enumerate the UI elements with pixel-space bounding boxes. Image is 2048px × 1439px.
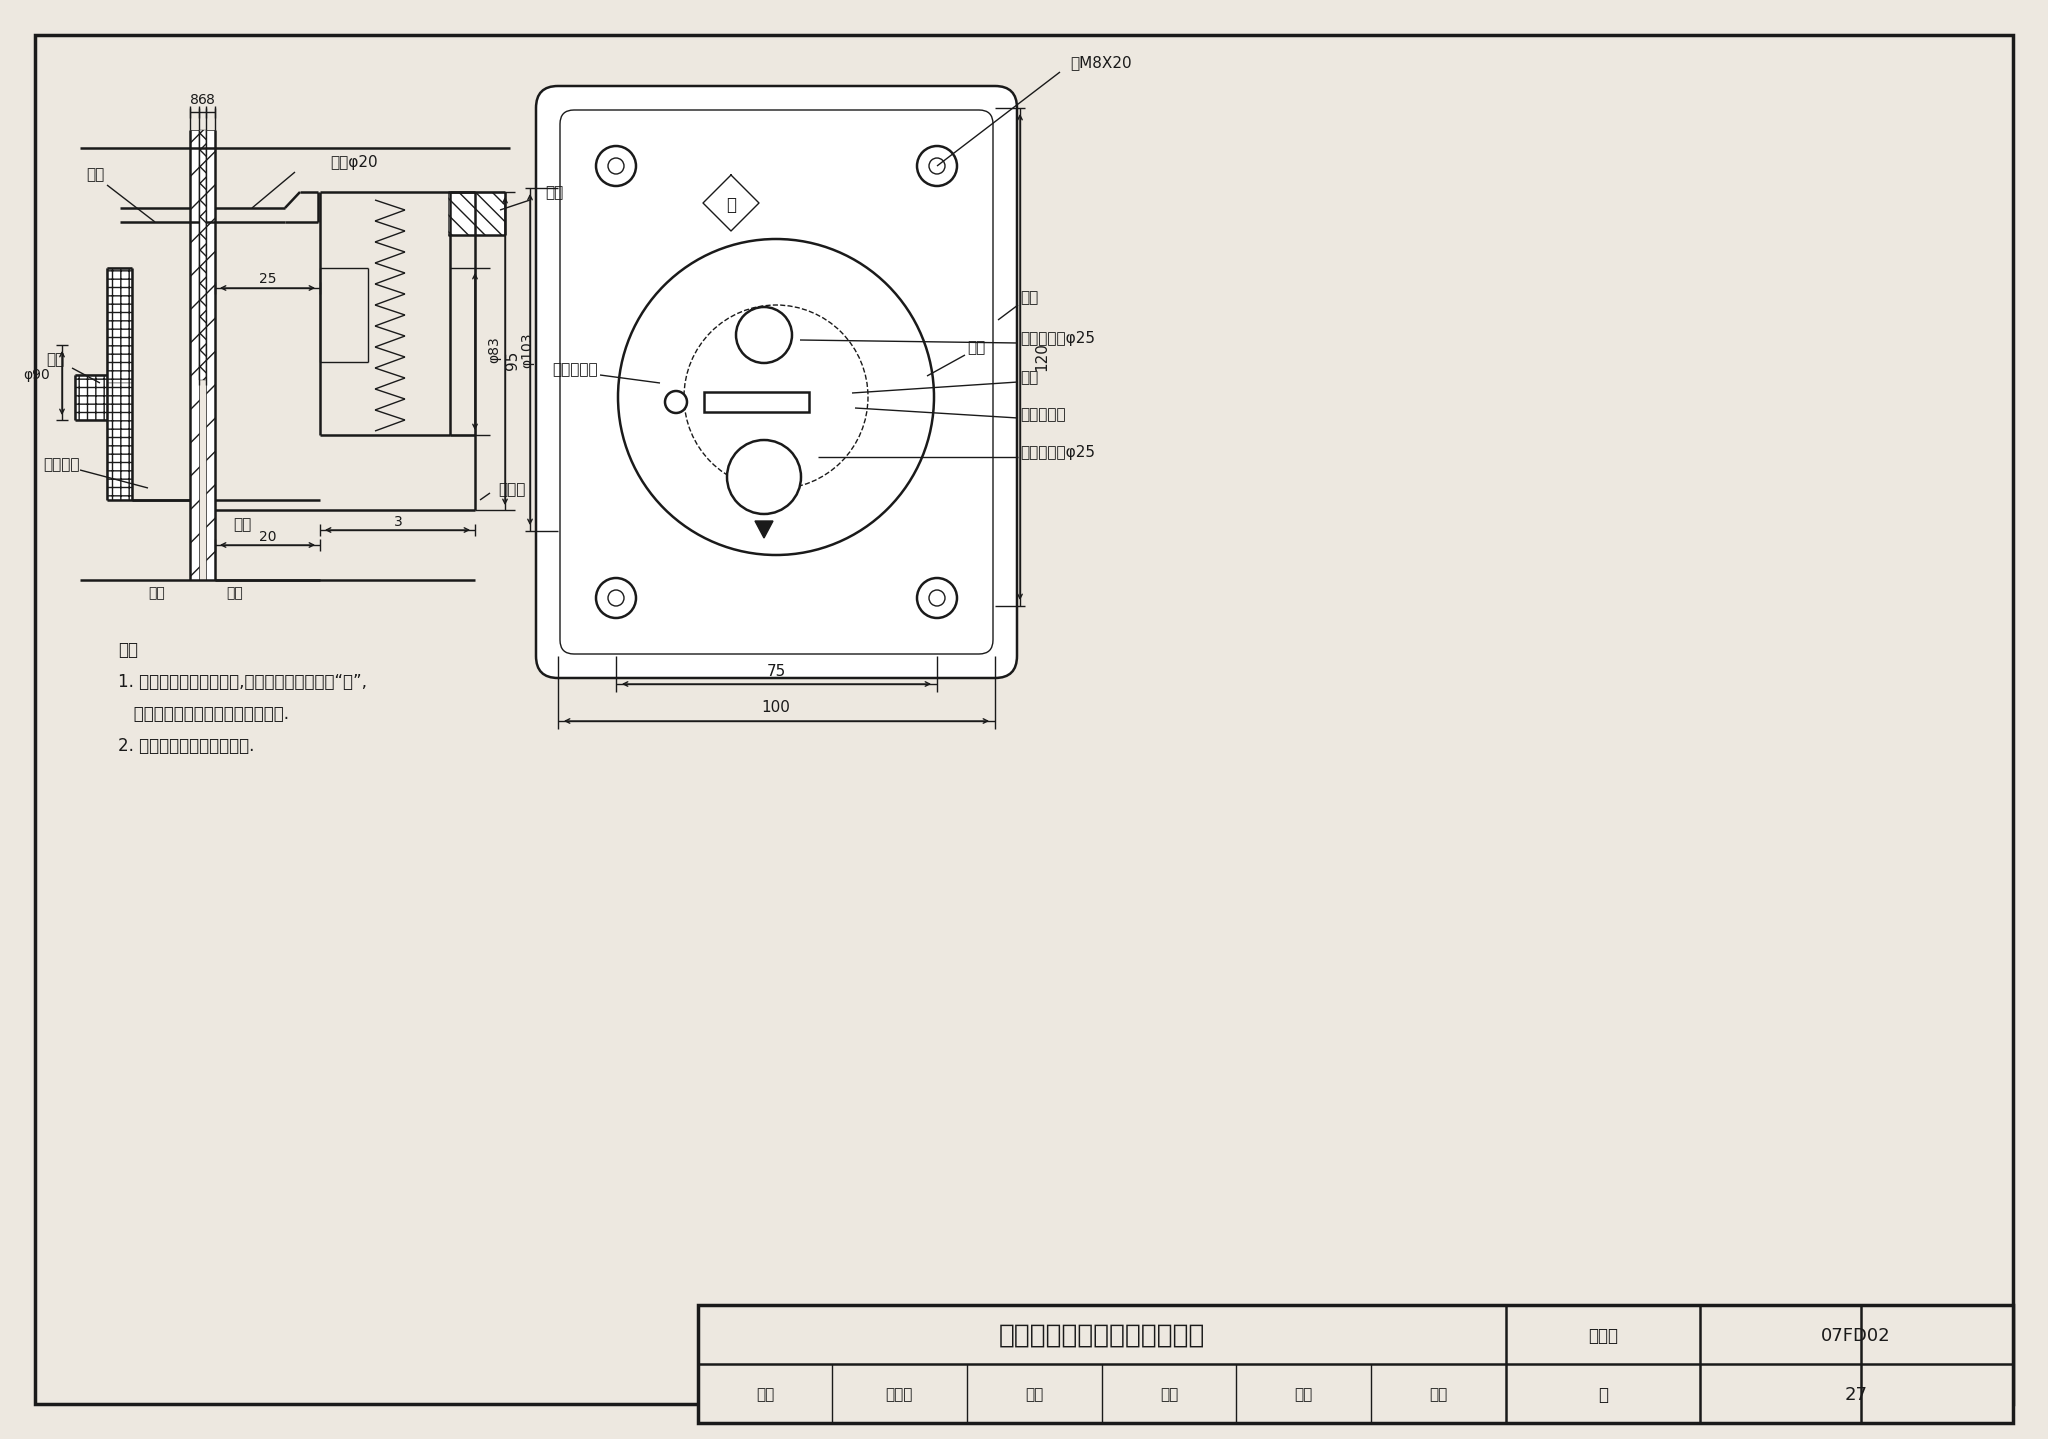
Text: 25: 25 (260, 272, 276, 286)
Text: 贴板: 贴板 (1020, 291, 1038, 305)
Text: 转盘留洞: 转盘留洞 (43, 458, 80, 472)
Text: 转盘: 转盘 (150, 586, 166, 600)
Circle shape (930, 158, 944, 174)
Text: 3: 3 (393, 515, 401, 530)
Text: 27: 27 (1845, 1386, 1868, 1404)
Circle shape (735, 307, 793, 363)
Text: 1. 使用时顺时针拨动手柄,使图示简头对准上面“开”,: 1. 使用时顺时针拨动手柄,使图示简头对准上面“开”, (119, 673, 367, 691)
Circle shape (596, 578, 637, 617)
Text: 07FD02: 07FD02 (1821, 1327, 1890, 1345)
Circle shape (918, 145, 956, 186)
Text: 钙球定位坑: 钙球定位坑 (553, 363, 598, 377)
Bar (106, 383, 131, 499)
Circle shape (930, 590, 944, 606)
Text: 75: 75 (766, 663, 786, 679)
Text: 2. 产品出厂前应做防锈处理.: 2. 产品出厂前应做防锈处理. (119, 737, 254, 755)
FancyBboxPatch shape (537, 86, 1018, 678)
Bar (76, 376, 106, 420)
Text: 8: 8 (205, 94, 215, 106)
Text: 注：: 注： (119, 640, 137, 659)
Text: 图集号: 图集号 (1587, 1327, 1618, 1345)
Circle shape (608, 158, 625, 174)
Circle shape (666, 391, 686, 413)
Text: 底板: 底板 (233, 518, 252, 532)
Text: 8: 8 (190, 94, 199, 106)
Bar (705, 391, 809, 412)
Text: 后盖板: 后盖板 (498, 482, 526, 498)
Text: 罗浩: 罗浩 (1159, 1387, 1178, 1403)
Polygon shape (756, 521, 772, 538)
Bar (207, 130, 215, 580)
Text: 手柄: 手柄 (1020, 370, 1038, 386)
Text: φ83: φ83 (487, 337, 502, 364)
Text: 防空地下室音响信号按鈕详图: 防空地下室音响信号按鈕详图 (999, 1322, 1204, 1348)
Circle shape (608, 590, 625, 606)
Bar (106, 268, 131, 383)
Text: 审核: 审核 (756, 1387, 774, 1403)
Bar (449, 191, 506, 235)
Text: 100: 100 (762, 701, 791, 715)
Text: 木坡: 木坡 (545, 186, 563, 200)
Text: 95: 95 (504, 350, 520, 370)
Text: 设计: 设计 (1294, 1387, 1313, 1403)
Text: φ103: φ103 (520, 332, 535, 368)
Circle shape (918, 578, 956, 617)
Text: 贴板上留孔φ25: 贴板上留孔φ25 (1020, 331, 1096, 345)
Text: 转盘上留孔φ25: 转盘上留孔φ25 (1020, 445, 1096, 459)
Bar (190, 130, 199, 580)
Bar (199, 130, 207, 380)
Text: 6: 6 (197, 94, 207, 106)
Text: φ90: φ90 (23, 368, 49, 381)
Text: 开: 开 (725, 196, 735, 214)
Circle shape (618, 239, 934, 555)
Text: 转盘: 转盘 (967, 341, 985, 355)
Text: 页: 页 (1597, 1386, 1608, 1404)
Circle shape (596, 145, 637, 186)
Circle shape (727, 440, 801, 514)
Text: 再单指伸入孔内即可触按呼唤按鈕.: 再单指伸入孔内即可触按呼唤按鈕. (119, 705, 289, 722)
Text: 转盘: 转盘 (86, 167, 104, 183)
Text: 杨维迅: 杨维迅 (885, 1387, 913, 1403)
Text: 徐迪: 徐迪 (1430, 1387, 1448, 1403)
Text: 手柄: 手柄 (45, 353, 63, 367)
Text: 钙球定位坑: 钙球定位坑 (1020, 407, 1065, 423)
Text: 贴板: 贴板 (227, 586, 244, 600)
Text: 20: 20 (260, 530, 276, 544)
Text: 120: 120 (1034, 342, 1049, 371)
Text: 钉M8X20: 钉M8X20 (1069, 56, 1133, 71)
Bar (698, 1305, 2013, 1423)
Text: 钙管φ20: 钙管φ20 (330, 155, 377, 170)
Text: 校对: 校对 (1024, 1387, 1042, 1403)
